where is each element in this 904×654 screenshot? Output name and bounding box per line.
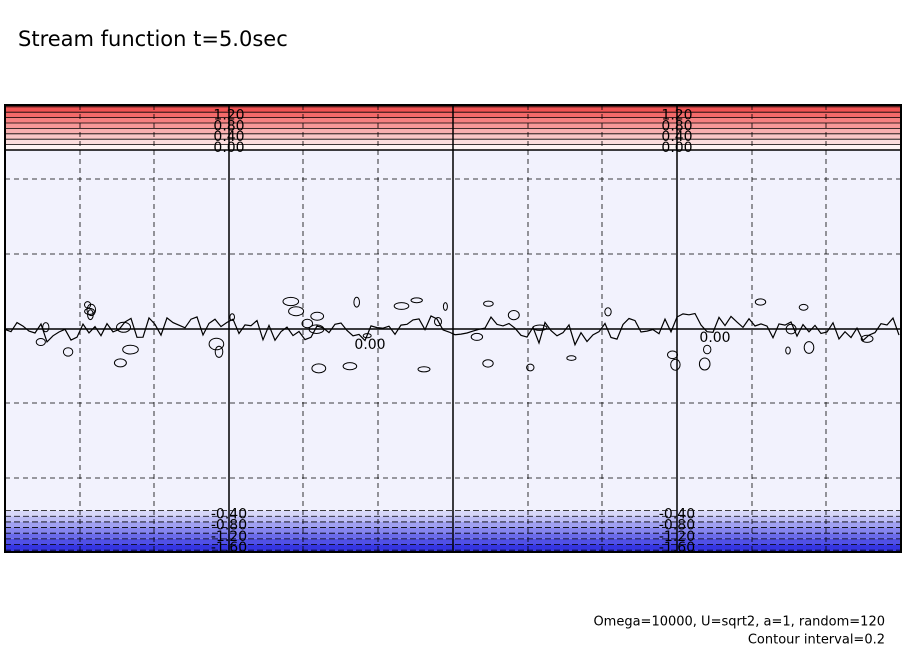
contour-eddy (798, 303, 809, 311)
contour-eddy (310, 311, 325, 321)
chart-title: Stream function t=5.0sec (18, 27, 288, 51)
annotation: Contour interval=0.2 (748, 633, 885, 648)
contour-eddy (122, 344, 139, 355)
contour-eddy (604, 307, 612, 317)
contour-eddy (507, 310, 520, 321)
contour-label: 0.40 (661, 129, 692, 145)
contour-eddy (362, 333, 372, 339)
contour-eddy (417, 366, 431, 373)
contour-label: -1.60 (659, 540, 695, 556)
contour-eddy (84, 307, 95, 315)
contour-line (4, 312, 900, 347)
contour-eddy (113, 358, 127, 368)
contour-eddy (86, 303, 97, 317)
contour-eddy (353, 296, 361, 308)
contour-eddy (566, 355, 577, 361)
contour-eddy (229, 313, 235, 322)
contour-eddy (342, 362, 358, 371)
contour-label: -0.40 (211, 506, 247, 522)
contour-eddy (754, 298, 767, 306)
contour-label: 1.20 (661, 108, 692, 124)
contour-eddy (667, 350, 678, 360)
contour-eddy (308, 324, 325, 335)
contour-eddy (860, 334, 874, 343)
contour-eddy (670, 358, 681, 371)
contour-eddy (526, 363, 535, 372)
contour-label: 0.00 (699, 330, 730, 346)
contour-label: -0.40 (659, 506, 695, 522)
contour-eddy (470, 332, 484, 341)
contour-eddy (393, 302, 410, 310)
contour-label: 0.00 (354, 337, 385, 353)
contour-eddy (214, 345, 224, 358)
contour-eddy (698, 357, 711, 371)
contour-label: -0.80 (659, 518, 695, 534)
contour-eddy (803, 341, 815, 354)
contour-label: 0.00 (213, 140, 244, 156)
contour-eddy (532, 324, 548, 331)
contour-eddy (434, 317, 442, 327)
contour-eddy (785, 323, 797, 335)
contour-label: 0.80 (661, 118, 692, 134)
contour-label: -1.60 (211, 540, 247, 556)
contour-label: 1.20 (213, 108, 244, 124)
contour-eddy (301, 318, 314, 329)
contour-label: 0.00 (661, 140, 692, 156)
contour-eddy (482, 359, 494, 368)
contour-eddy (42, 322, 50, 333)
annotation: Omega=10000, U=sqrt2, a=1, random=120 (593, 615, 885, 630)
contour-label: 0.40 (213, 129, 244, 145)
contour-label: 0.80 (213, 118, 244, 134)
contour-eddy (483, 300, 494, 307)
contour-eddy (62, 347, 74, 357)
contour-eddy (116, 321, 131, 333)
contour-eddy (311, 363, 327, 374)
contour-eddy (410, 297, 423, 304)
contour-eddy (35, 338, 46, 346)
contour-label: -1.20 (211, 529, 247, 545)
plot-frame (4, 104, 902, 553)
contour-eddy (288, 306, 305, 317)
contour-eddy (282, 296, 300, 307)
contour-label: -0.80 (211, 518, 247, 534)
contour-eddy (208, 337, 225, 351)
contour-eddy (785, 346, 791, 355)
contour-eddy (703, 344, 712, 355)
contour-eddy (442, 302, 448, 311)
contour-label: -1.20 (659, 529, 695, 545)
